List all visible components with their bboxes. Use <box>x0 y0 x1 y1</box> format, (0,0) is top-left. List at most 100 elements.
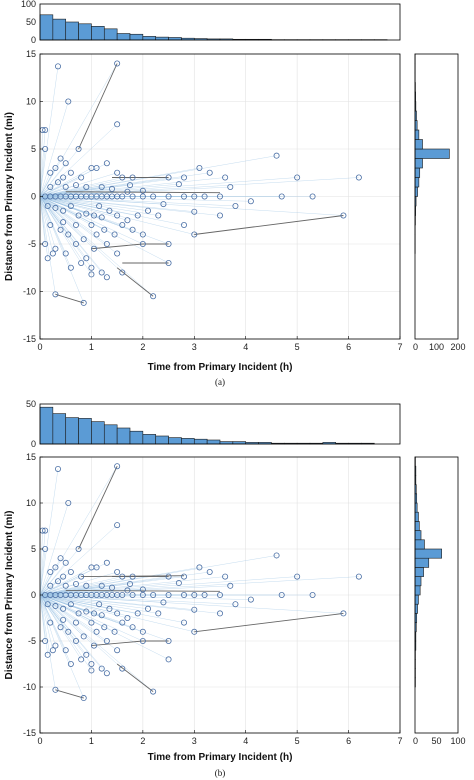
top-histogram-bar <box>206 439 221 445</box>
scatter-point <box>150 293 157 300</box>
scatter-point <box>44 202 51 209</box>
scatter-point <box>44 255 51 262</box>
scatter-point <box>222 573 229 580</box>
scatter-point <box>42 527 49 534</box>
scatter-point <box>206 569 213 576</box>
scatter-point <box>119 221 126 228</box>
connector-line <box>39 196 56 249</box>
scatter-point <box>57 555 64 562</box>
scatter-point <box>129 592 136 599</box>
top-histogram-tick-label: 0 <box>31 439 36 449</box>
x-tick-label: 0 <box>37 342 42 352</box>
connector-line <box>39 594 149 610</box>
scatter-point <box>232 202 239 209</box>
x-tick-label: 3 <box>192 342 197 352</box>
connector-line <box>39 172 51 197</box>
scatter-point <box>103 160 110 167</box>
connector-line <box>39 594 143 642</box>
scatter-point <box>60 605 67 612</box>
connector-line <box>39 594 169 642</box>
top-histogram-bar <box>52 18 67 41</box>
connector-line <box>39 148 46 197</box>
scatter-point <box>96 601 103 608</box>
scatter-point <box>75 212 82 219</box>
x-tick-label: 6 <box>346 342 351 352</box>
scatter-point <box>67 569 74 576</box>
connector-line <box>39 196 97 235</box>
y-axis-label: Distance from Primary Incident (mi) <box>4 511 15 680</box>
scatter-point <box>201 592 208 599</box>
scatter-point <box>52 204 59 211</box>
panel-b: 0 1 2 3 4 5 6 7 -15 -10 -5 0 5 10 15 Time from Primary … <box>4 399 466 778</box>
scatter-point <box>129 624 136 631</box>
scatter-point <box>150 193 157 200</box>
scatter-point <box>91 245 98 252</box>
scatter-point <box>114 121 121 128</box>
link-segment <box>194 612 344 633</box>
scatter-point <box>111 231 118 238</box>
connector-line <box>39 594 100 605</box>
top-histogram-bar <box>193 438 208 445</box>
connector-line <box>39 576 226 596</box>
scatter-point <box>62 582 69 589</box>
scatter-point <box>119 619 126 626</box>
scatter-point <box>191 628 198 635</box>
scatter-point <box>191 208 198 215</box>
scatter-point <box>180 573 187 580</box>
scatter-point <box>278 193 285 200</box>
scatter-point <box>75 610 82 617</box>
connector-line <box>39 196 108 245</box>
top-histogram-bar <box>91 26 105 41</box>
connector-line <box>39 129 46 197</box>
scatter-point <box>103 274 110 281</box>
connector-line <box>39 177 359 197</box>
connector-line <box>39 594 236 605</box>
scatter-point <box>67 264 74 271</box>
scatter-point <box>93 628 100 635</box>
link-segment <box>78 63 118 150</box>
link-segment <box>55 293 84 304</box>
scatter-point <box>49 250 56 257</box>
scatter-point <box>278 592 285 599</box>
right-histogram-bar <box>414 576 422 587</box>
scatter-point <box>175 580 182 587</box>
scatter-point <box>165 638 172 645</box>
scatter-point <box>247 596 254 603</box>
scatter-point <box>114 60 121 67</box>
link-segment <box>55 689 84 699</box>
scatter-point <box>139 592 146 599</box>
connector-line <box>39 196 82 264</box>
scatter-point <box>180 619 187 626</box>
scatter-point <box>114 569 121 576</box>
x-tick-label: 0 <box>37 736 42 746</box>
scatter-point <box>355 174 362 181</box>
x-tick-label: 5 <box>295 342 300 352</box>
connector-line <box>39 468 59 596</box>
scatter-point <box>91 642 98 649</box>
connector-line <box>39 594 164 603</box>
right-histogram-bar <box>414 530 422 541</box>
scatter-point <box>98 183 105 190</box>
scatter-point <box>75 546 82 553</box>
scatter-point <box>91 212 98 219</box>
scatter-point <box>216 610 223 617</box>
scatter-point <box>65 499 72 506</box>
y-tick-label: 0 <box>31 192 36 202</box>
top-histogram-bar <box>78 418 92 445</box>
top-histogram-frame <box>39 3 401 41</box>
scatter-point <box>165 259 172 266</box>
scatter-point <box>52 564 59 571</box>
connector-line <box>39 558 61 596</box>
right-histogram-bar <box>414 139 423 150</box>
connector-line <box>39 196 54 254</box>
scatter-point <box>62 183 69 190</box>
right-histogram-bar <box>414 539 425 550</box>
scatter-point <box>47 183 54 190</box>
scatter-point <box>273 552 280 559</box>
scatter-point <box>139 187 146 194</box>
scatter-point <box>73 638 80 645</box>
scatter-point <box>88 619 95 626</box>
scatter-point <box>65 98 72 105</box>
scatter-point <box>93 564 100 571</box>
